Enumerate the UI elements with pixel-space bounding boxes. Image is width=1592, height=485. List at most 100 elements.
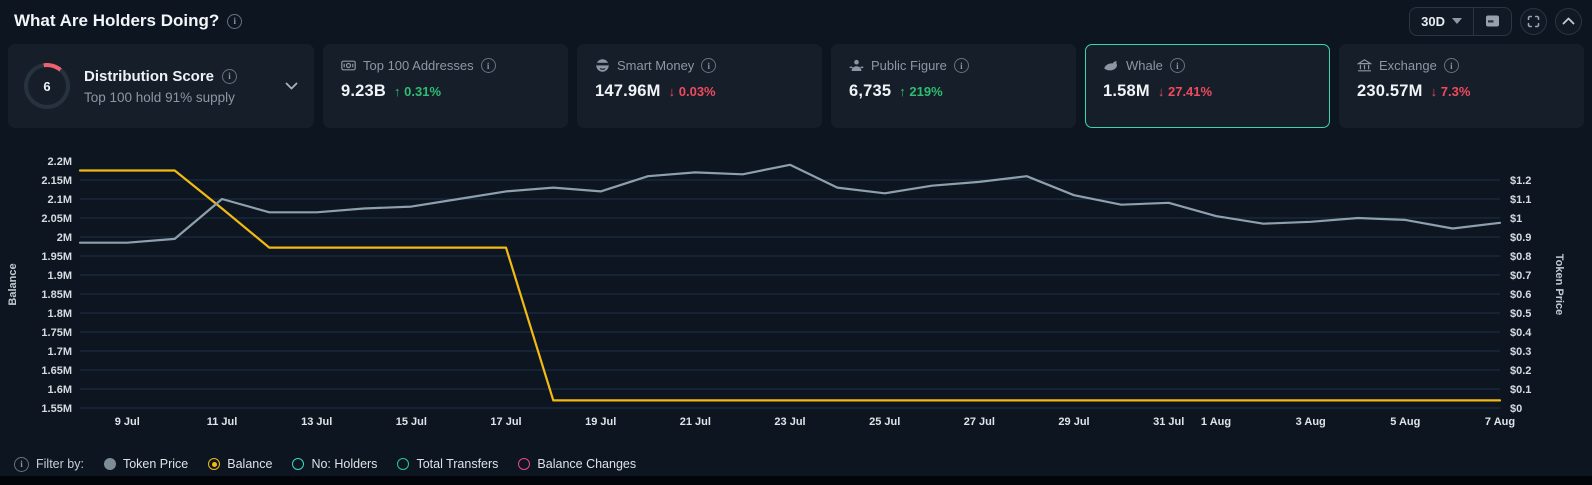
- card-exchange[interactable]: Exchange 230.57M ↓ 7.3%: [1339, 44, 1584, 128]
- svg-text:13 Jul: 13 Jul: [301, 416, 332, 428]
- distribution-score-subtitle: Top 100 hold 91% supply: [84, 89, 235, 105]
- calendar-button[interactable]: [1474, 14, 1511, 28]
- svg-text:1 Aug: 1 Aug: [1201, 416, 1231, 428]
- total-transfers-marker-icon: [397, 458, 410, 470]
- svg-text:$0.1: $0.1: [1510, 384, 1531, 396]
- down-arrow-icon: ↓: [668, 84, 676, 99]
- series-token-price: [78, 163, 1502, 244]
- distribution-score-title: Distribution Score: [84, 67, 215, 85]
- svg-text:1.6M: 1.6M: [48, 384, 72, 396]
- up-arrow-icon: ↑: [899, 84, 906, 99]
- svg-text:5 Aug: 5 Aug: [1390, 416, 1420, 428]
- card-label: Public Figure: [871, 58, 947, 73]
- title-info-icon[interactable]: [227, 13, 243, 29]
- time-range-dropdown[interactable]: 30D: [1410, 14, 1473, 29]
- distribution-score-card[interactable]: 6 Distribution Score Top 100 hold 91% su…: [8, 44, 314, 128]
- svg-text:2.1M: 2.1M: [48, 194, 72, 206]
- whale-icon: [1104, 60, 1117, 70]
- svg-text:27 Jul: 27 Jul: [964, 416, 995, 428]
- svg-text:11 Jul: 11 Jul: [207, 416, 238, 428]
- card-change: ↓ 7.3%: [1430, 84, 1471, 99]
- filter-option-no-holders[interactable]: No: Holders: [292, 457, 377, 471]
- distribution-info-icon[interactable]: [222, 68, 238, 84]
- svg-text:19 Jul: 19 Jul: [585, 416, 616, 428]
- card-whale[interactable]: Whale 1.58M ↓ 27.41%: [1085, 44, 1330, 128]
- token-price-marker-icon: [103, 458, 116, 470]
- svg-text:9 Jul: 9 Jul: [115, 416, 140, 428]
- svg-text:$0.4: $0.4: [1510, 327, 1532, 339]
- distribution-score-value: 6: [43, 78, 51, 94]
- filter-info-icon[interactable]: [14, 456, 29, 472]
- fullscreen-button[interactable]: [1520, 7, 1547, 35]
- down-arrow-icon: ↓: [1157, 84, 1165, 99]
- info-icon[interactable]: [1443, 58, 1459, 73]
- svg-text:$0.6: $0.6: [1510, 289, 1531, 301]
- svg-text:$0.8: $0.8: [1510, 251, 1531, 263]
- svg-text:$1: $1: [1510, 213, 1522, 225]
- card-value: 1.58M: [1103, 82, 1150, 100]
- filter-option-balance-changes[interactable]: Balance Changes: [518, 457, 636, 471]
- svg-text:$1.2: $1.2: [1510, 175, 1531, 187]
- card-change: ↑ 0.31%: [394, 84, 442, 99]
- svg-text:3 Aug: 3 Aug: [1296, 416, 1326, 428]
- svg-text:1.95M: 1.95M: [41, 251, 72, 263]
- card-label: Top 100 Addresses: [363, 58, 474, 73]
- card-label: Whale: [1126, 58, 1163, 73]
- info-icon[interactable]: [480, 58, 496, 73]
- svg-text:31 Jul: 31 Jul: [1153, 416, 1184, 428]
- svg-text:25 Jul: 25 Jul: [869, 416, 900, 428]
- time-range-pill: 30D: [1409, 6, 1512, 36]
- filter-option-balance[interactable]: Balance: [208, 457, 272, 471]
- metric-cards-row: 6 Distribution Score Top 100 hold 91% su…: [8, 44, 1584, 128]
- card-label: Smart Money: [617, 58, 695, 73]
- chevron-down-icon: [1452, 18, 1462, 24]
- svg-text:$0: $0: [1510, 403, 1522, 415]
- fullscreen-icon: [1527, 15, 1540, 27]
- svg-text:1.7M: 1.7M: [48, 346, 72, 358]
- banknote-icon: [341, 60, 356, 71]
- svg-text:1.8M: 1.8M: [48, 308, 72, 320]
- svg-text:$0.7: $0.7: [1510, 270, 1531, 282]
- card-public-figure[interactable]: Public Figure 6,735 ↑ 219%: [831, 44, 1076, 128]
- down-arrow-icon: ↓: [1430, 84, 1438, 99]
- svg-text:$0.5: $0.5: [1510, 308, 1531, 320]
- svg-text:21 Jul: 21 Jul: [680, 416, 711, 428]
- svg-text:1.85M: 1.85M: [41, 289, 72, 301]
- time-range-value: 30D: [1421, 13, 1445, 29]
- svg-text:1.75M: 1.75M: [41, 327, 72, 339]
- collapse-button[interactable]: [1555, 7, 1582, 35]
- card-value: 147.96M: [595, 82, 661, 100]
- filter-option-total-transfers[interactable]: Total Transfers: [397, 457, 498, 471]
- svg-text:2.15M: 2.15M: [41, 175, 72, 187]
- card-change: ↑ 219%: [899, 84, 943, 99]
- calendar-icon: [1486, 15, 1499, 27]
- header: What Are Holders Doing? 30D: [14, 6, 1582, 36]
- balance-radio-icon: [208, 458, 221, 470]
- filter-bar: Filter by: Token Price Balance No: Holde…: [14, 452, 636, 476]
- svg-text:$0.9: $0.9: [1510, 232, 1531, 244]
- svg-text:15 Jul: 15 Jul: [396, 416, 427, 428]
- svg-text:1.9M: 1.9M: [48, 270, 72, 282]
- info-icon[interactable]: [1169, 58, 1185, 73]
- svg-text:Token Price: Token Price: [1553, 254, 1565, 316]
- card-value: 230.57M: [1357, 82, 1423, 100]
- series-balance: [78, 169, 1502, 402]
- holders-chart[interactable]: $1.2 $1.1 $1 $0.9 $0.8 $0.7 $0.6 $0.5 $0.4 $0.3 $0…: [0, 140, 1592, 445]
- svg-text:1.65M: 1.65M: [41, 365, 72, 377]
- card-top-100-addresses[interactable]: Top 100 Addresses 9.23B ↑ 0.31%: [323, 44, 568, 128]
- filter-option-token-price[interactable]: Token Price: [103, 457, 188, 471]
- svg-text:2M: 2M: [57, 232, 72, 244]
- chevron-down-icon: [285, 82, 298, 90]
- chevron-up-icon: [1562, 17, 1575, 25]
- info-icon[interactable]: [701, 58, 717, 73]
- bottom-strip: [0, 476, 1592, 485]
- distribution-score-gauge: 6: [24, 63, 70, 109]
- svg-text:$0.3: $0.3: [1510, 346, 1531, 358]
- card-value: 6,735: [849, 82, 892, 100]
- card-value: 9.23B: [341, 82, 387, 100]
- svg-text:$0.2: $0.2: [1510, 365, 1531, 377]
- card-label: Exchange: [1379, 58, 1437, 73]
- card-smart-money[interactable]: Smart Money 147.96M ↓ 0.03%: [577, 44, 822, 128]
- info-icon[interactable]: [953, 58, 969, 73]
- svg-text:17 Jul: 17 Jul: [490, 416, 521, 428]
